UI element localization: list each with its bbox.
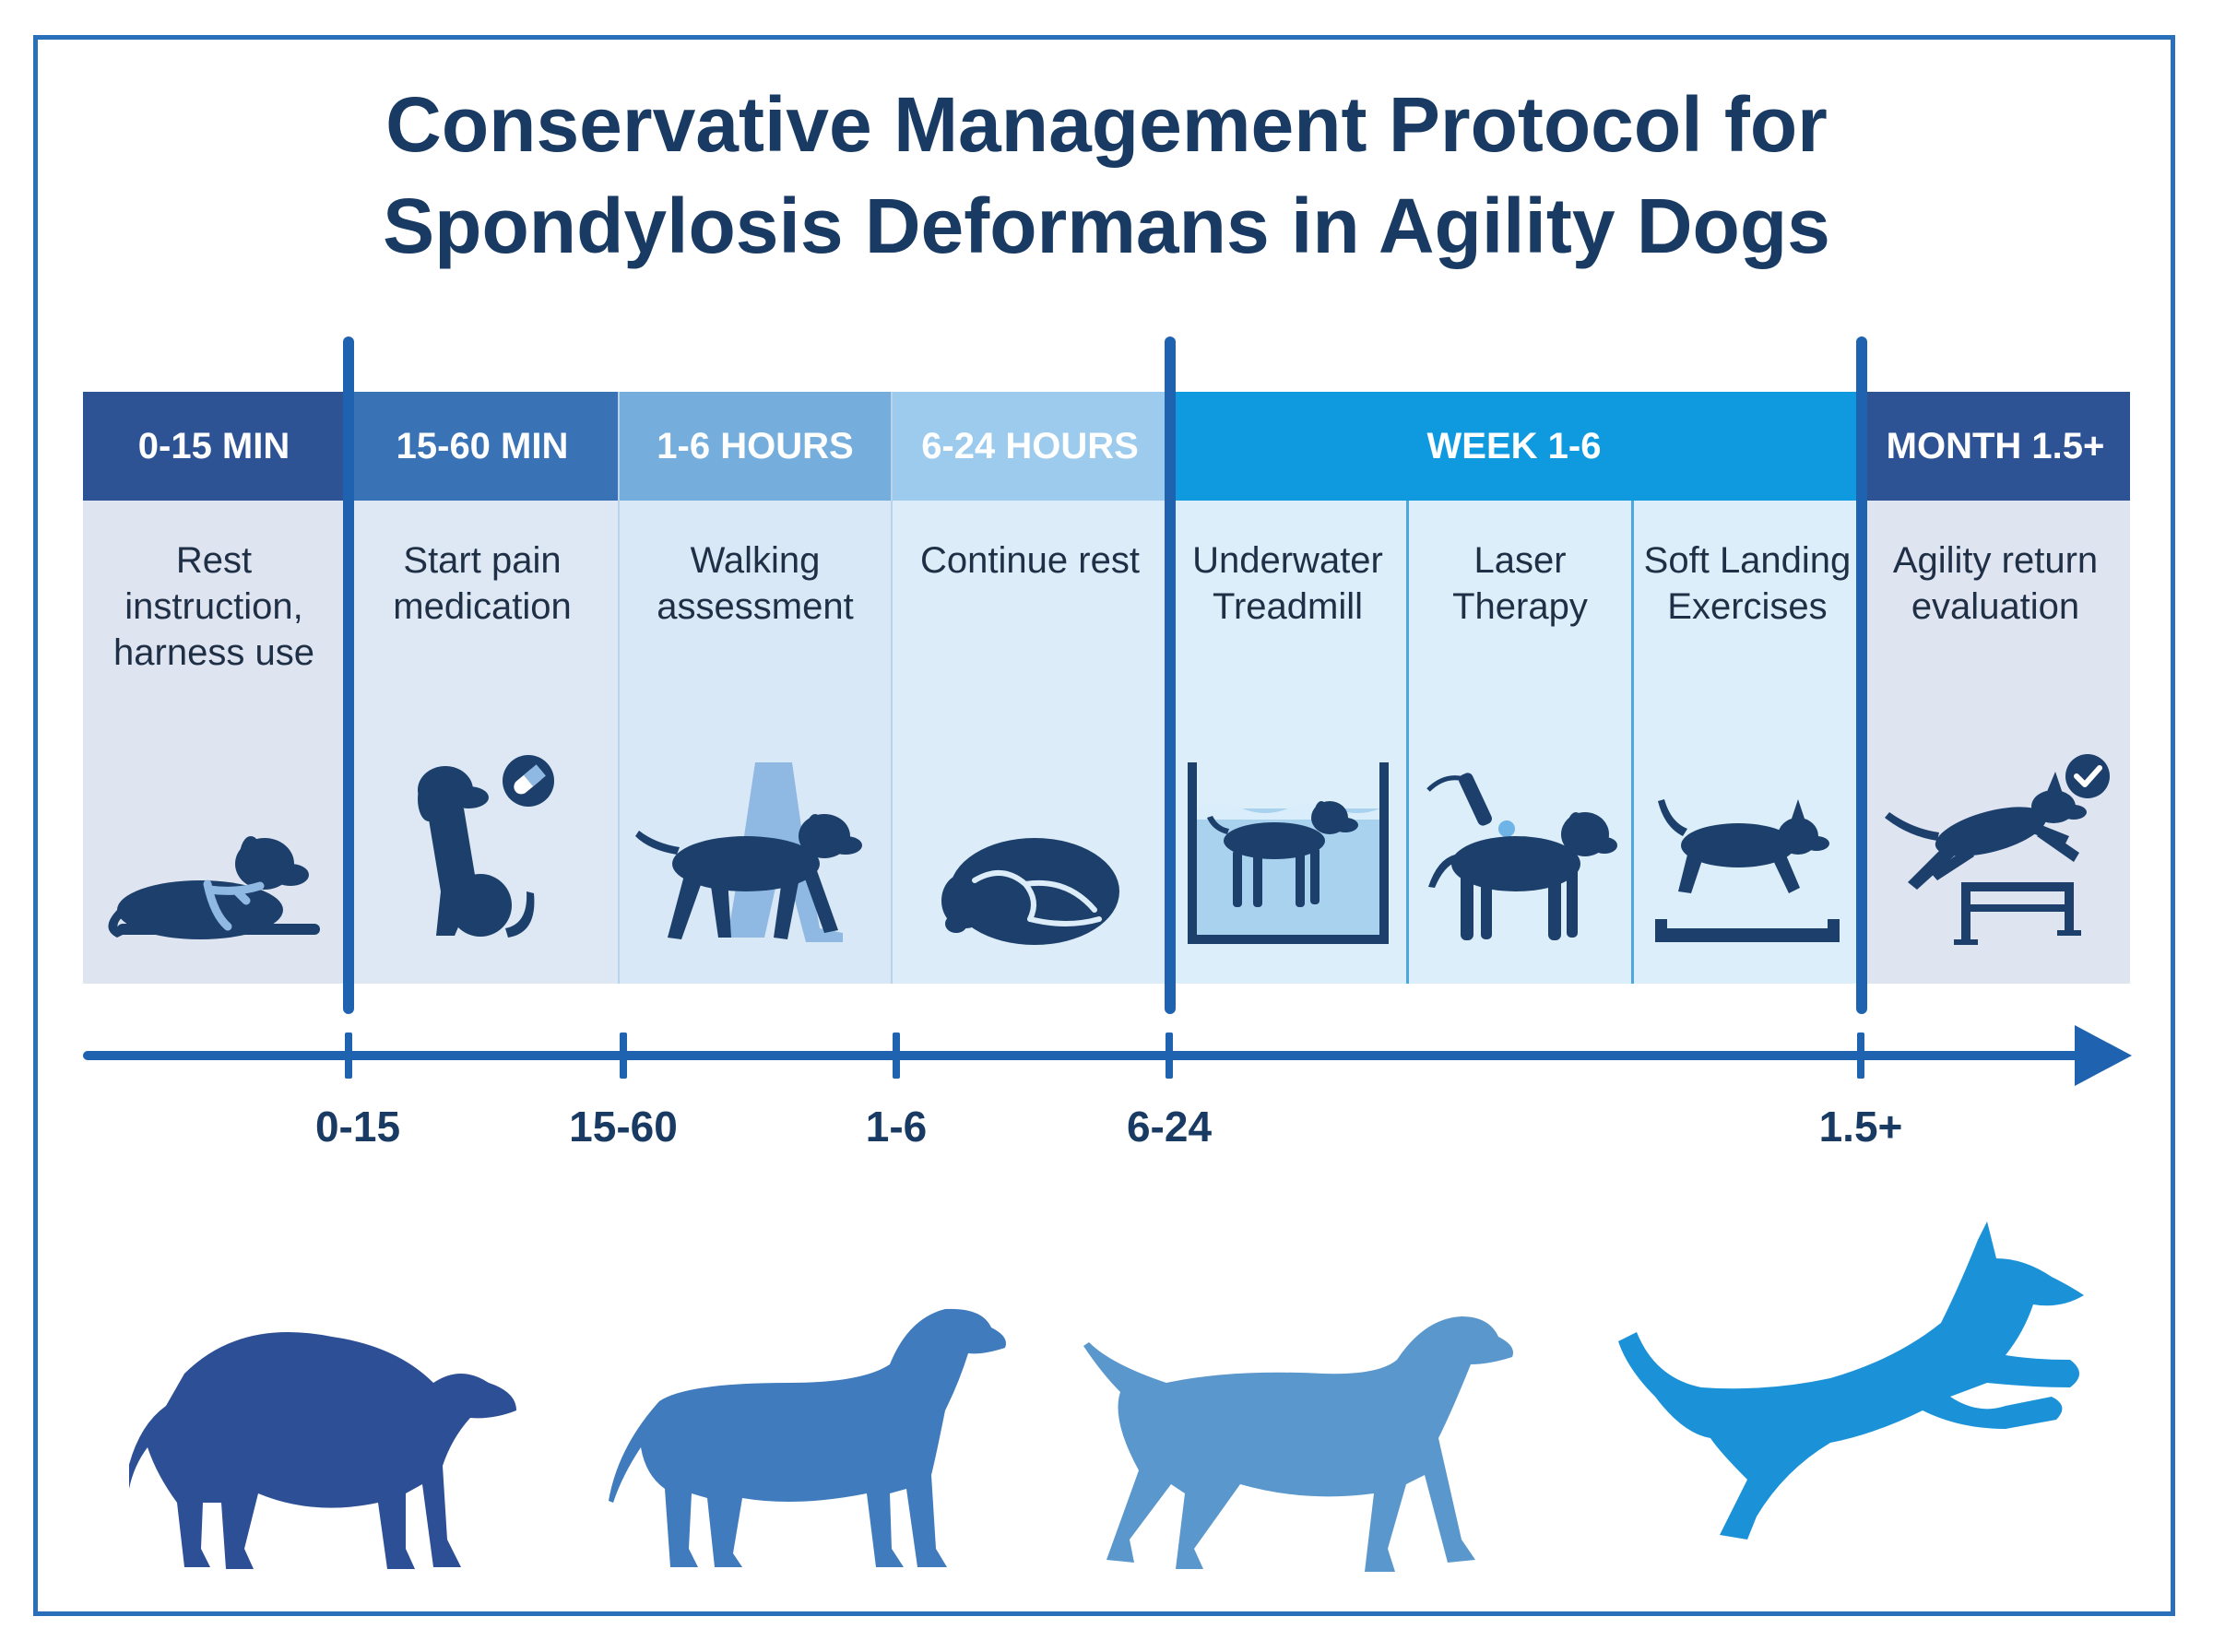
timeline-tick: [893, 1032, 900, 1079]
dog-walking-silhouette-icon: [1083, 1316, 1513, 1572]
dog-underwater-treadmill-icon: [1169, 753, 1406, 947]
timeline-tick: [620, 1032, 627, 1079]
timeline-tick: [1166, 1032, 1173, 1079]
title-line-1: Conservative Management Protocol for: [385, 81, 1828, 168]
timeline-tick-label: 1-6: [865, 1103, 928, 1150]
phase-label: Rest instruction, harness use: [113, 540, 314, 673]
phase-header: 0-15 MIN: [83, 392, 345, 501]
subphase-laser-therapy: Laser Therapy: [1409, 501, 1634, 984]
dog-hunched-silhouette-icon: [129, 1332, 516, 1569]
subphase-underwater-treadmill: Underwater Treadmill: [1169, 501, 1409, 984]
diagram-frame: [33, 35, 2175, 1616]
timeline-tick-label: 1.5+: [1818, 1103, 1903, 1150]
phase-header: 15-60 MIN: [347, 392, 618, 501]
dog-sitting-pill-icon: [347, 753, 618, 947]
dog-standing-silhouette-icon: [609, 1308, 1006, 1567]
timeline-axis: [83, 1051, 2084, 1060]
phase-header: 6-24 HOURS: [893, 392, 1167, 501]
phase-label: Agility return evaluation: [1892, 540, 2099, 627]
diagram-title: Conservative Management Protocol for Spo…: [0, 74, 2213, 277]
phase-body: Rest instruction, harness use: [83, 501, 345, 984]
timeline-tick-label: 0-15: [314, 1103, 401, 1150]
subphase-label: Soft Landing Exercises: [1643, 540, 1852, 627]
phase-header: MONTH 1.5+: [1861, 392, 2130, 501]
phase-label: Start pain medication: [393, 540, 572, 627]
dog-walking-with-person-icon: [620, 753, 891, 947]
phase-label: Walking assessment: [657, 540, 854, 627]
subphase-label: Laser Therapy: [1452, 540, 1588, 627]
phase-6-24-hours: 6-24 HOURS Continue rest: [893, 392, 1169, 984]
timeline-arrow-icon: [2075, 1025, 2132, 1086]
phase-label: Continue rest: [920, 540, 1140, 581]
phase-month-1-5-plus: MONTH 1.5+ Agility return evaluation: [1861, 392, 2130, 984]
phase-header: 1-6 HOURS: [620, 392, 891, 501]
phase-body: Walking assessment: [620, 501, 891, 984]
phase-body: Continue rest: [893, 501, 1167, 984]
dog-soft-landing-icon: [1634, 753, 1861, 947]
subphase-label: Underwater Treadmill: [1192, 540, 1383, 627]
timeline-tick-label: 15-60: [569, 1103, 678, 1150]
phase-body: Agility return evaluation: [1861, 501, 2130, 984]
phase-1-6-hours: 1-6 HOURS Walking assessment: [620, 392, 893, 984]
timeline-tick: [1857, 1032, 1864, 1079]
dog-curled-sleeping-icon: [893, 753, 1167, 947]
timeline-tick-label: 6-24: [1126, 1103, 1213, 1150]
timeline-tick: [345, 1032, 352, 1079]
dog-jumping-hurdle-check-icon: [1861, 753, 2130, 947]
milestone-line-start: [343, 336, 354, 1014]
phase-body: Start pain medication: [347, 501, 618, 984]
phase-15-60-min: 15-60 MIN Start pain medication: [347, 392, 620, 984]
milestone-line-month: [1856, 336, 1867, 1014]
subphase-soft-landing-exercises: Soft Landing Exercises: [1634, 501, 1861, 984]
dog-laser-therapy-icon: [1409, 753, 1631, 947]
title-line-2: Spondylosis Deformans in Agility Dogs: [383, 183, 1830, 269]
milestone-line-week: [1165, 336, 1176, 1014]
phase-0-15-min: 0-15 MIN Rest instruction, harness use: [83, 392, 347, 984]
dog-lying-harness-icon: [83, 753, 345, 947]
dog-leaping-silhouette-icon: [1618, 1221, 2084, 1540]
phase-header: WEEK 1-6: [1169, 392, 1859, 501]
